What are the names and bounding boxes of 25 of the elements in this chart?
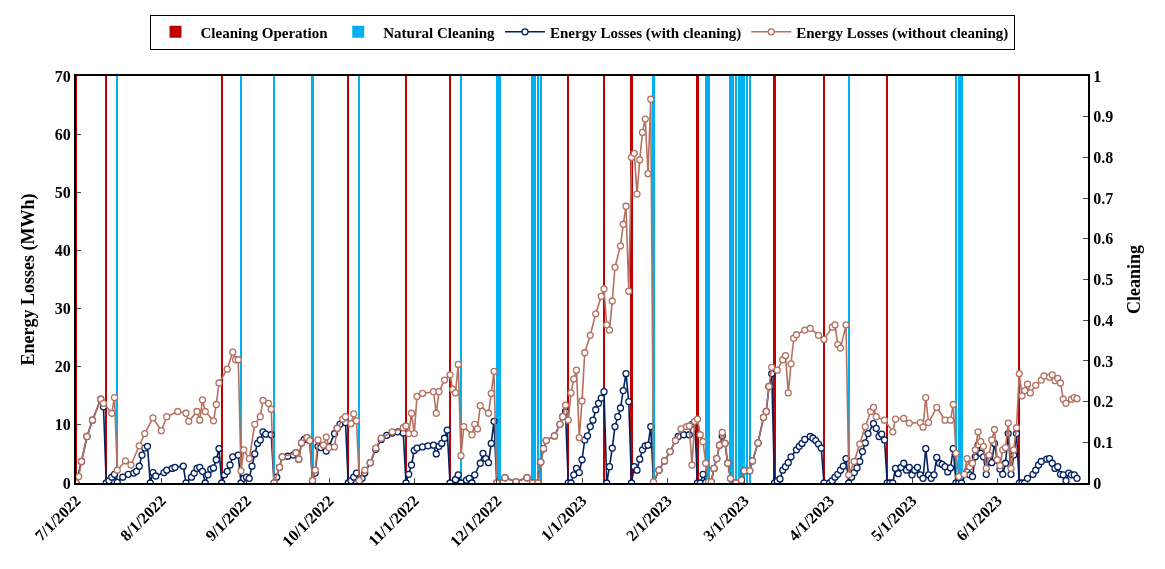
y-tick-label: 60 [54,125,71,143]
y2-tick-label: 0.5 [1093,271,1114,289]
y2-tick-label: 0.6 [1093,230,1114,248]
y2-tick-label: 0 [1093,474,1102,492]
legend-label: Energy Losses (with cleaning) [550,24,742,42]
y-tick-label: 40 [54,242,71,260]
legend-label: Natural Cleaning [383,24,495,41]
legend-label: Energy Losses (without cleaning) [796,24,1009,42]
y2-tick-label: 0.4 [1093,311,1114,329]
y2-tick-label: 0.8 [1093,149,1114,166]
y2-tick-label: 1 [1093,67,1102,85]
y-tick-label: 50 [54,183,71,201]
legend-label: Cleaning Operation [200,24,329,41]
y2-tick-label: 0.3 [1093,352,1114,370]
y2-axis-title: Cleaning [1123,244,1144,315]
y2-tick-label: 0.2 [1093,393,1114,411]
y-axis-title: Energy Losses (MWh) [18,193,40,366]
y2-tick-label: 0.7 [1093,189,1114,207]
y-tick-label: 30 [54,300,71,318]
y-tick-label: 20 [54,358,71,376]
y-tick-label: 10 [54,416,71,434]
y2-tick-label: 0.9 [1093,108,1114,126]
y2-tick-label: 0.1 [1093,433,1114,451]
y-tick-label: 0 [62,474,71,492]
y-tick-label: 70 [54,67,71,85]
